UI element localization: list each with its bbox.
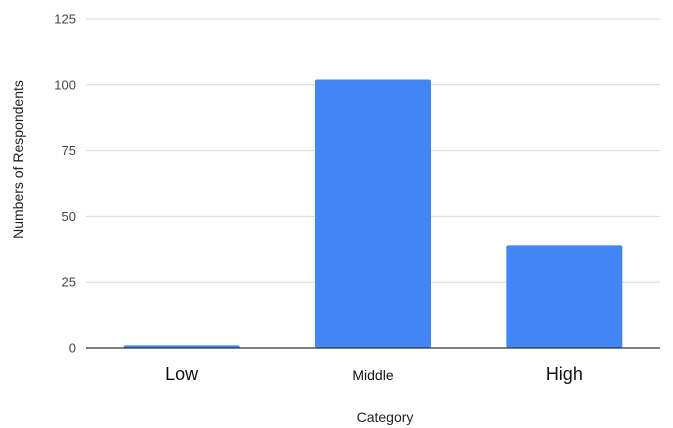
y-tick-label: 75 [62,143,76,158]
y-axis-title: Numbers of Respondents [10,80,26,239]
bar-low [123,345,240,348]
bar-high [506,245,623,348]
x-category-label: High [546,364,583,384]
y-tick-label: 125 [54,12,76,27]
x-category-label: Middle [352,367,393,383]
y-axis-ticks: 0 25 50 75 100 125 [54,12,76,356]
x-axis-categories: Low Middle High [165,364,583,384]
x-category-label: Low [165,364,199,384]
y-tick-label: 100 [54,77,76,92]
y-tick-label: 50 [62,209,76,224]
bars [123,79,623,348]
y-tick-label: 25 [62,275,76,290]
y-tick-label: 0 [69,341,76,356]
bar-middle [315,79,431,348]
x-axis-title: Category [357,409,414,425]
